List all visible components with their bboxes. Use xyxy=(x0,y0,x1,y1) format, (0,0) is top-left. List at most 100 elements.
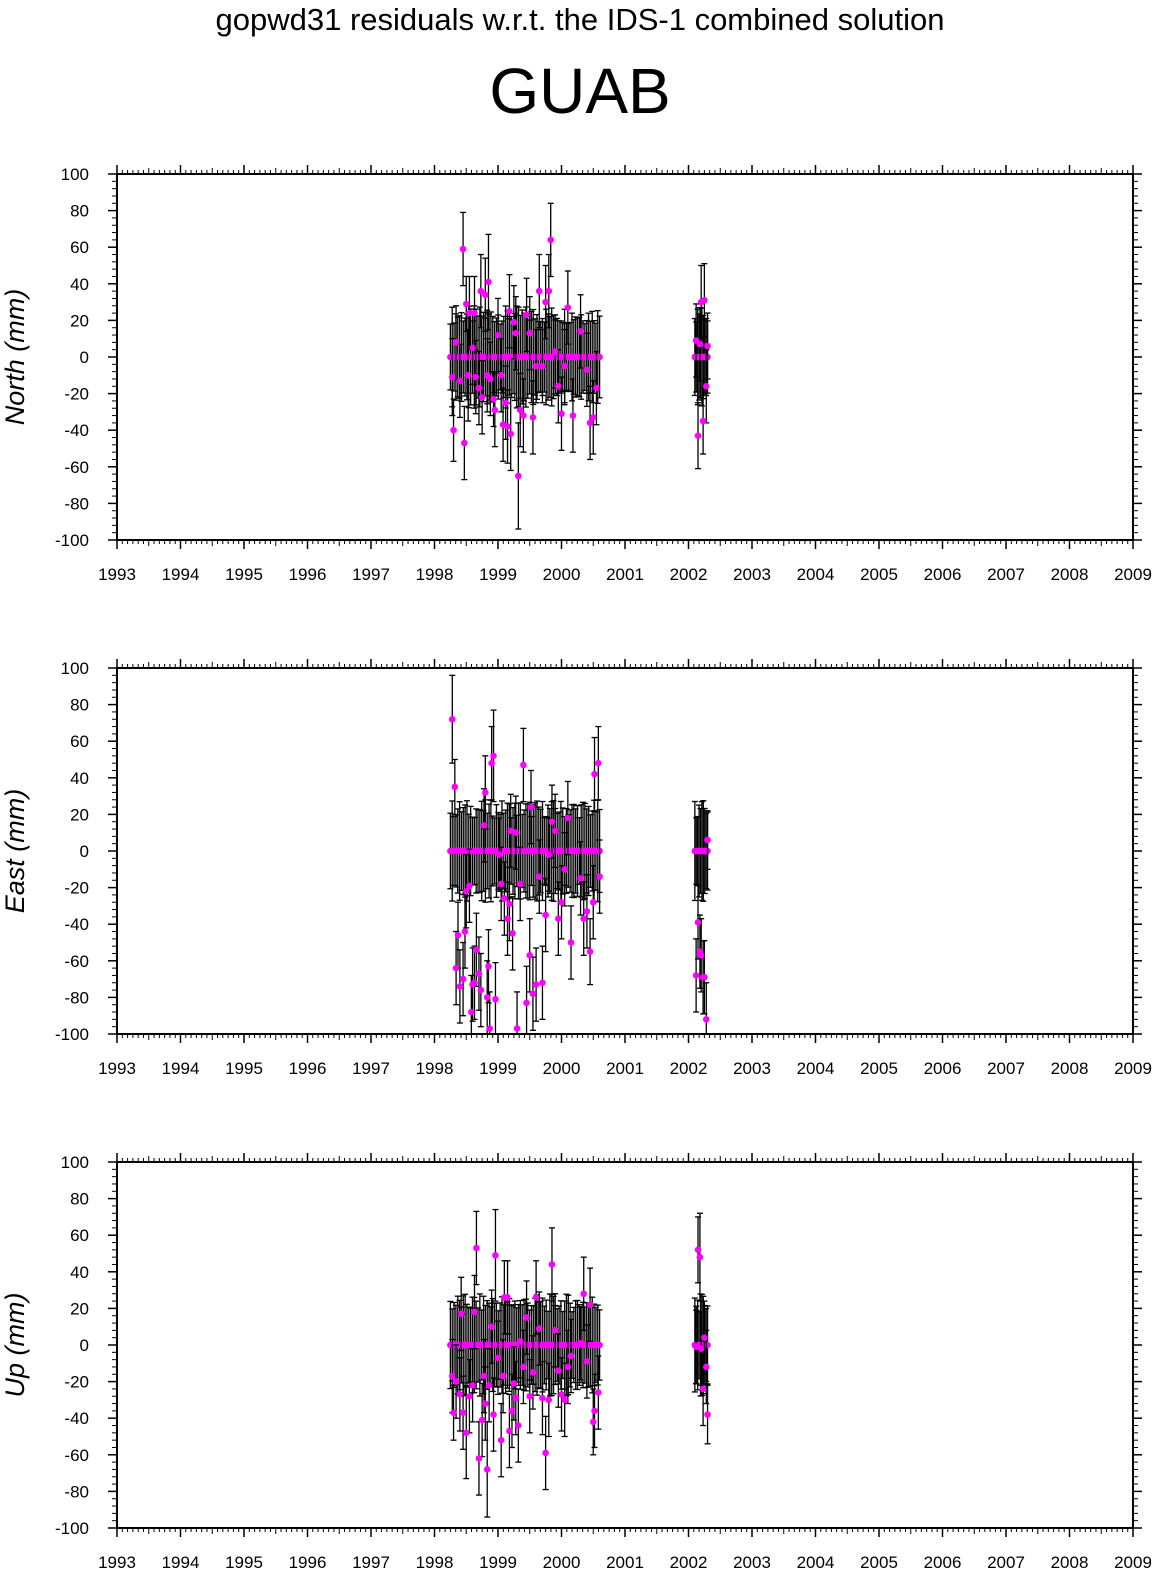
y-tick-label: 80 xyxy=(70,696,89,715)
x-tick-label: 1995 xyxy=(225,1059,263,1078)
y-tick-label: 40 xyxy=(70,275,89,294)
residual-point xyxy=(478,1416,486,1424)
x-tick-label: 2009 xyxy=(1114,1059,1152,1078)
residual-point xyxy=(516,1338,524,1345)
y-tick-label: -60 xyxy=(64,952,89,971)
x-tick-label: 2002 xyxy=(670,1553,708,1572)
residual-point xyxy=(456,377,464,385)
residual-point xyxy=(485,962,492,970)
residual-point xyxy=(551,827,559,835)
y-tick-label: 20 xyxy=(70,1299,89,1318)
residual-point xyxy=(516,880,524,888)
residual-point xyxy=(567,939,575,946)
residual-point xyxy=(558,1391,565,1398)
x-tick-label: 1998 xyxy=(416,565,454,584)
y-tick-label: -60 xyxy=(64,1446,89,1465)
residual-point xyxy=(468,1008,475,1016)
residual-point xyxy=(483,1466,491,1473)
residual-point xyxy=(586,1301,594,1309)
residual-point xyxy=(555,382,562,390)
residual-point xyxy=(461,439,468,447)
residual-point xyxy=(459,245,467,253)
residual-point xyxy=(483,994,491,1001)
x-tick-label: 1999 xyxy=(479,1059,517,1078)
residual-point xyxy=(539,362,546,370)
residual-point xyxy=(510,1380,518,1387)
residual-point xyxy=(699,1385,707,1393)
zero-point xyxy=(596,1341,603,1349)
residual-point xyxy=(529,990,537,998)
x-tick-label: 2001 xyxy=(606,1553,644,1572)
x-tick-label: 2005 xyxy=(860,1059,898,1078)
residual-point xyxy=(497,372,505,379)
residual-point xyxy=(702,382,710,390)
residual-point xyxy=(591,770,598,778)
residual-point xyxy=(459,1409,467,1417)
residual-point xyxy=(515,472,522,480)
residual-point xyxy=(451,783,459,791)
residual-point xyxy=(515,1422,522,1429)
residual-point xyxy=(450,426,457,434)
zero-point xyxy=(596,353,603,361)
y-tick-label: 40 xyxy=(70,1263,89,1282)
y-tick-label: 60 xyxy=(70,1226,89,1245)
residual-point xyxy=(480,1372,488,1380)
residual-point xyxy=(507,827,514,835)
residual-point xyxy=(704,1411,711,1418)
y-axis-label: Up (mm) xyxy=(0,1293,30,1398)
residual-point xyxy=(471,1308,478,1316)
residual-point xyxy=(469,344,476,352)
residual-point xyxy=(692,1343,700,1351)
residual-point xyxy=(529,1369,537,1376)
residual-point xyxy=(457,1310,465,1318)
residual-point xyxy=(520,761,527,769)
y-tick-label: -80 xyxy=(64,1482,89,1501)
residual-point xyxy=(548,818,556,826)
residual-point xyxy=(564,304,572,311)
x-tick-label: 1997 xyxy=(352,1059,390,1078)
residual-point xyxy=(539,979,546,987)
residual-point xyxy=(473,1244,480,1252)
residual-point xyxy=(523,1314,530,1321)
residual-point xyxy=(561,362,568,370)
residual-point xyxy=(506,1427,513,1435)
x-tick-label: 1995 xyxy=(225,1553,263,1572)
residual-point xyxy=(545,287,553,295)
residual-point xyxy=(490,752,497,760)
x-tick-label: 2005 xyxy=(860,565,898,584)
residual-point xyxy=(696,1253,704,1261)
residual-point xyxy=(593,384,600,392)
residual-point xyxy=(526,329,534,337)
residual-point xyxy=(494,331,502,339)
residual-point xyxy=(477,287,485,295)
residual-point xyxy=(459,975,467,983)
residual-point xyxy=(529,414,537,421)
y-axis-label: East (mm) xyxy=(0,789,30,914)
y-axis-label: North (mm) xyxy=(0,289,30,426)
residual-point xyxy=(704,836,711,844)
residual-point xyxy=(495,851,503,858)
x-tick-label: 1998 xyxy=(416,1553,454,1572)
residual-point xyxy=(555,1367,562,1374)
residual-point xyxy=(510,318,518,326)
x-tick-label: 2001 xyxy=(606,1059,644,1078)
y-tick-label: 40 xyxy=(70,769,89,788)
x-tick-label: 2007 xyxy=(987,565,1025,584)
residual-point xyxy=(477,986,485,994)
residual-point xyxy=(694,432,702,439)
residual-point xyxy=(488,759,495,767)
residual-point xyxy=(699,417,707,425)
residual-point xyxy=(490,1411,497,1418)
residual-point xyxy=(586,419,594,427)
residual-point xyxy=(497,880,505,888)
residual-point xyxy=(504,915,511,923)
residual-point xyxy=(583,366,591,374)
residual-point xyxy=(595,759,602,767)
y-tick-label: 60 xyxy=(70,238,89,257)
residual-point xyxy=(486,1025,494,1032)
residual-point xyxy=(535,287,543,295)
x-tick-label: 2007 xyxy=(987,1059,1025,1078)
y-tick-label: 80 xyxy=(70,202,89,221)
residual-point xyxy=(507,430,514,438)
y-tick-label: 0 xyxy=(80,842,89,861)
